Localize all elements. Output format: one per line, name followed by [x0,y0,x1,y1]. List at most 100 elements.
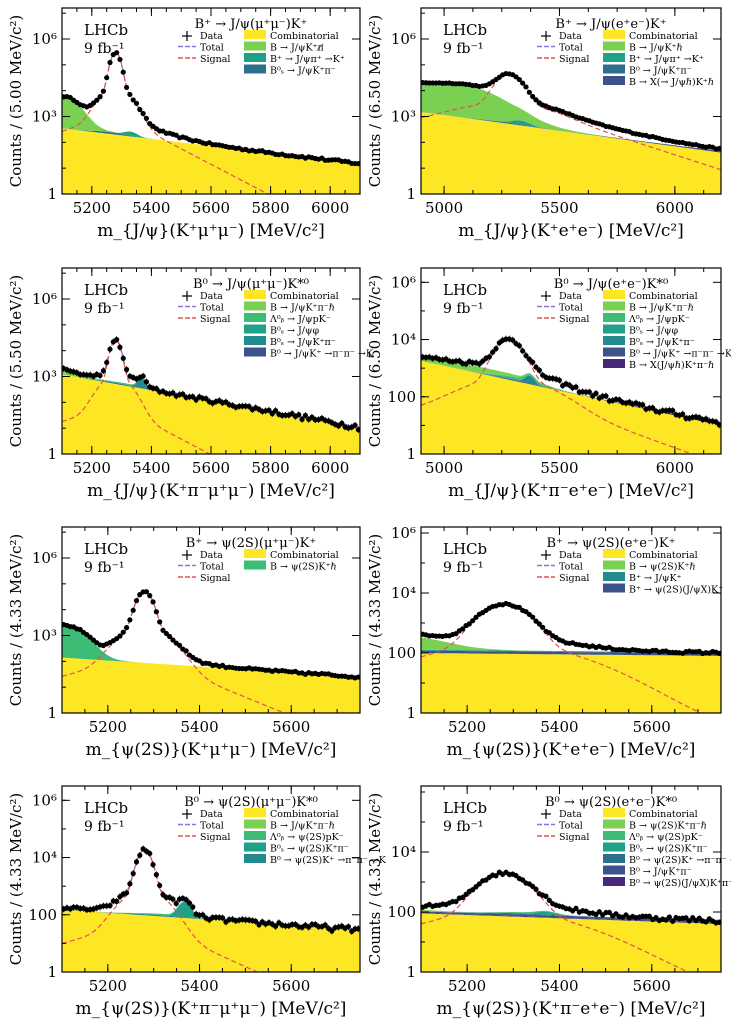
legend-component-label: B⁰ₛ → J/ψK⁺π⁻ [270,66,336,77]
x-tick-label: 5000 [425,199,463,217]
legend-component-label: B⁺ → J/ψπ⁺ →K⁺ [629,54,704,65]
y-axis-label: Counts / (4.33 MeV/c²) [7,534,25,707]
luminosity-label: 9 fb⁻¹ [443,301,484,317]
data-point [493,346,499,352]
y-tick-label: 10⁶ [32,791,57,809]
axes-frame [420,785,722,973]
y-tick-label: 1 [47,704,57,722]
data-point [516,343,522,349]
legend-component-label: B⁺ → J/ψK⁺ [629,573,682,584]
legend-component-swatch [603,583,625,593]
data-point [530,359,536,365]
legend-component-swatch [603,301,625,311]
x-tick-label: 5400 [132,199,170,217]
data-point [686,918,692,924]
axes-frame [61,785,361,973]
legend-component-label: Λ⁰ᵦ → ψ(2S)pK⁻ [269,832,344,843]
legend-combinatorial: Combinatorial [629,31,698,42]
data-point [107,346,113,352]
y-tick-label: 10³ [391,108,416,126]
data-point [536,621,542,627]
data-point [573,905,579,911]
legend-component-swatch [244,313,266,322]
y-tick-label: 1 [406,185,416,203]
legend-component-label: B → J/ψK⁺ℏ [629,43,683,54]
y-axis-label: Counts / (5.00 MeV/c²) [7,15,25,188]
legend-component-swatch [603,831,625,840]
data-point [355,674,360,680]
data-point [117,56,123,63]
data-point [123,84,130,91]
data-point [140,110,146,117]
y-tick-label: 100 [387,903,416,921]
legend-data: Data [200,550,223,561]
y-tick-label: 1 [47,445,57,463]
plot-area [421,869,721,972]
y-tick-label: 10⁶ [32,549,57,567]
legend-component-label: B⁰ → ψ(2S)(J/ψX)K⁺π⁻ [629,878,731,889]
legend-component-swatch [244,53,266,62]
legend-component-label: B⁰ → J/ψK⁺π⁻ [629,867,692,878]
data-point [163,630,169,637]
legend-component-swatch [244,831,266,840]
area-component-0 [421,912,721,924]
area-combinatorial [421,360,721,454]
luminosity-label: 9 fb⁻¹ [443,41,484,57]
data-point [486,354,492,360]
y-tick-label: 10⁴ [391,331,416,349]
y-tick-label: 10⁶ [391,273,416,291]
legend-component-swatch [603,313,625,322]
x-tick-label: 6000 [311,459,349,477]
data-points [421,869,721,926]
axes-frame [420,7,722,195]
area-component-3 [421,360,721,423]
data-point [153,609,159,615]
plot-area [62,50,360,194]
data-point [183,897,189,903]
data-point [272,923,279,929]
data-point [269,411,275,417]
data-points [421,335,721,429]
data-point [322,922,328,928]
legend-combinatorial-swatch [244,549,266,558]
legend-component-label: B⁰ → ψ(2S)K⁺ →π⁻π⁻ →K [629,855,731,866]
y-tick-label: 10⁴ [32,849,57,867]
data-point [680,411,686,417]
legend-component-swatch [244,819,266,829]
data-point [190,904,196,910]
data-point [127,881,133,887]
legend-component-label: B⁰ₛ → J/ψK⁺π⁻ [270,337,336,348]
legend-total: Total [200,821,224,832]
legend-data: Data [559,291,582,302]
legend-combinatorial-swatch [603,549,625,558]
legend-component-swatch [603,572,625,581]
y-tick-label: 1 [406,445,416,463]
legend-signal: Signal [559,573,589,584]
legend-component-label: Λ⁰ᵦ → ψ(2S)pK⁻ [628,832,703,843]
chart-panel-Bp_psi2s_mumu: 5200 5400 5600 1 10³ 10⁶ m_{ψ(2S)}(K⁺μ⁺μ⁻) [Me… [7,526,361,760]
x-tick-label: 6000 [656,199,694,217]
axes-frame [420,267,722,455]
data-point [556,377,562,383]
data-points [421,70,721,152]
legend-component-swatch [603,324,625,334]
area-component-5 [421,356,721,423]
data-point [523,84,529,90]
chart-title: B⁰ → J/ψ(e⁺e⁻)K*⁰ [554,277,668,292]
y-tick-label: 10³ [32,108,57,126]
legend-component-swatch [244,301,266,311]
legend-data: Data [559,31,582,42]
legend-combinatorial-swatch [603,290,625,299]
area-component-0 [421,111,721,153]
x-tick-label: 5600 [192,199,230,217]
luminosity-label: 9 fb⁻¹ [84,41,125,57]
legend-component-label: B⁰ → ψ(2S)K⁺ →π⁻π⁻ →K [270,855,387,866]
legend-data: Data [559,550,582,561]
x-axis-label: m_{ψ(2S)}(K⁺π⁻e⁺e⁻) [MeV/c²] [437,999,706,1019]
legend-component-label: B⁰ → J/ψK⁺π⁻ [629,66,692,77]
plot-area [62,336,360,454]
data-points [421,600,721,657]
legend-component-label: B → J/ψK⁺π̸ [270,43,324,54]
